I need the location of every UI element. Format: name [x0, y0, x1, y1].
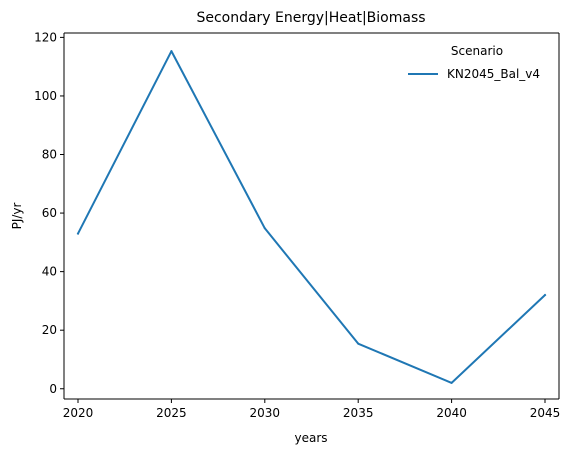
- y-axis-label: PJ/yr: [10, 203, 24, 230]
- x-tick-label: 2020: [63, 406, 94, 420]
- x-tick-label: 2025: [156, 406, 187, 420]
- line-layer: [76, 50, 547, 384]
- y-tick-label: 20: [42, 323, 57, 337]
- series-line: [76, 50, 547, 384]
- x-tick-label: 2040: [436, 406, 467, 420]
- x-tick-label: 2045: [530, 406, 561, 420]
- legend-label: KN2045_Bal_v4: [447, 67, 540, 81]
- chart-title: Secondary Energy|Heat|Biomass: [196, 10, 425, 26]
- data-point: [77, 232, 80, 235]
- x-tick-label: 2030: [250, 406, 281, 420]
- data-point: [450, 381, 453, 384]
- y-tick-label: 100: [34, 89, 57, 103]
- data-point: [543, 294, 546, 297]
- plot-area: [64, 33, 559, 399]
- y-tick-label: 40: [42, 265, 57, 279]
- y-tick-label: 80: [42, 148, 57, 162]
- y-tick-label: 120: [34, 30, 57, 44]
- x-axis-ticks: 2020 2025 2030 2035 2040 2045: [63, 399, 561, 420]
- data-point: [357, 342, 360, 345]
- data-point: [263, 227, 266, 230]
- legend: Scenario KN2045_Bal_v4: [408, 44, 540, 81]
- data-point: [170, 50, 173, 53]
- y-tick-label: 0: [49, 382, 57, 396]
- y-tick-label: 60: [42, 206, 57, 220]
- x-tick-label: 2035: [343, 406, 374, 420]
- x-axis-label: years: [294, 431, 327, 445]
- y-axis-ticks: 0 20 40 60 80 100 120: [34, 30, 64, 396]
- legend-title: Scenario: [451, 44, 503, 58]
